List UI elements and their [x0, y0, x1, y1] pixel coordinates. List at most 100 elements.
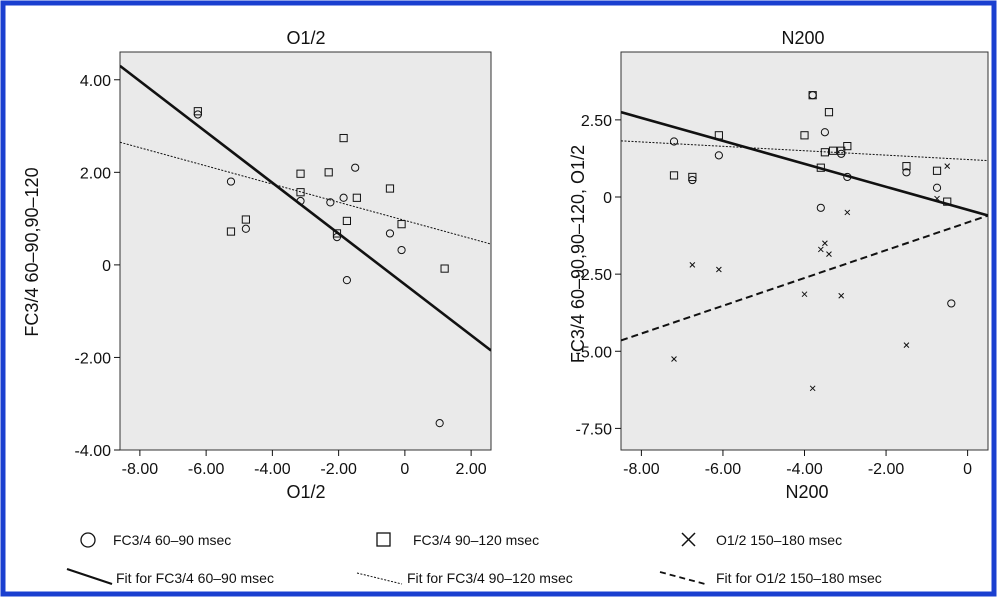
right-point-cross	[934, 195, 940, 202]
right-point-square	[820, 148, 829, 157]
chart-left: O1/2 4.00 2.00 0 -2.00 -4.00 -8.00 -6.00 -4.00…	[22, 28, 492, 502]
right-point-circle	[902, 168, 911, 177]
chart-right-ylabel: FC3/4 60–90,90–120, O1/2	[568, 145, 588, 363]
left-point-circle	[241, 224, 250, 233]
right-y-tick-label: -5.00	[576, 344, 613, 361]
left-y-tick-label: -2.00	[75, 350, 112, 367]
legend-circle-marker	[80, 532, 96, 548]
right-fit-line-dotted	[621, 140, 988, 162]
chart-right-xlabel: N200	[785, 482, 828, 502]
chart-left-xlabel: O1/2	[286, 482, 325, 502]
left-point-square	[385, 184, 395, 193]
left-fit-line-solid	[120, 64, 491, 352]
right-y-tick-label: -7.50	[576, 421, 613, 438]
left-y-tick-label: 4.00	[80, 73, 111, 90]
right-point-cross	[671, 356, 677, 362]
legend-label-square: FC3/4 90–120 msec	[413, 532, 539, 548]
right-point-square	[902, 162, 911, 171]
legend: FC3/4 60–90 msec FC3/4 90–120 msec O1/2 …	[66, 532, 882, 586]
right-point-cross	[826, 251, 832, 257]
right-point-square	[669, 171, 679, 180]
left-point-square	[397, 220, 406, 229]
left-y-tick-label: 0	[102, 258, 111, 275]
left-fit-line-dotted	[120, 141, 491, 245]
right-x-tick-label: 0	[963, 461, 972, 478]
right-point-circle	[947, 299, 956, 308]
chart-left-title: O1/2	[286, 28, 325, 48]
left-point-square	[241, 215, 250, 224]
left-point-square	[440, 264, 449, 273]
right-point-cross-stroke	[716, 266, 722, 273]
right-plot-content	[621, 91, 988, 392]
chart-right: N200 2.50 0 -2.50 -5.00 -7.50 -8.00 -6.00 -4.0…	[568, 28, 989, 502]
right-point-square	[943, 197, 952, 206]
left-x-tick-label: -6.00	[188, 461, 225, 478]
right-point-square	[837, 146, 846, 155]
right-point-circle	[932, 183, 942, 192]
left-x-tick-label: -8.00	[122, 461, 159, 478]
left-point-square	[352, 193, 361, 202]
right-point-cross	[817, 246, 824, 253]
right-point-cross-stroke	[826, 251, 832, 257]
right-point-square	[816, 163, 825, 172]
legend-cross-marker	[681, 532, 696, 547]
right-x-tick-label: -4.00	[786, 461, 823, 478]
chart-left-plot-area	[119, 51, 492, 451]
left-point-circle	[385, 229, 395, 238]
left-point-square	[342, 216, 352, 226]
right-point-cross-stroke	[934, 195, 940, 202]
right-point-cross-stroke	[809, 385, 816, 392]
right-point-cross-stroke	[822, 240, 828, 247]
left-point-circle	[351, 163, 360, 172]
left-x-tick-label: 0	[400, 461, 409, 478]
right-point-cross	[838, 292, 845, 299]
legend-label-circle: FC3/4 60–90 msec	[113, 532, 231, 548]
right-point-cross-stroke	[817, 246, 824, 253]
chart-right-plot-area	[620, 51, 989, 451]
left-x-tick-label: 2.00	[456, 461, 487, 478]
chart-left-y-axis: 4.00 2.00 0 -2.00 -4.00	[75, 73, 120, 460]
right-point-circle	[843, 172, 852, 182]
left-point-circle	[397, 245, 406, 255]
right-point-circle	[816, 203, 825, 212]
chart-right-title: N200	[781, 28, 824, 48]
left-point-circle	[342, 276, 352, 285]
legend-label-cross: O1/2 150–180 msec	[716, 532, 842, 548]
left-point-square	[296, 188, 305, 197]
right-point-cross-stroke	[903, 342, 910, 348]
left-point-square	[226, 227, 236, 236]
left-point-square	[296, 169, 305, 178]
left-point-circle	[339, 193, 348, 202]
left-point-circle	[296, 196, 305, 206]
legend-label-dotted: Fit for FC3/4 90–120 msec	[407, 570, 573, 586]
left-x-tick-label: -2.00	[320, 461, 357, 478]
left-plot-content	[120, 64, 491, 428]
chart-right-y-axis: 2.50 0 -2.50 -5.00 -7.50	[576, 113, 621, 438]
legend-square-marker	[376, 532, 391, 547]
left-x-tick-label: -4.00	[254, 461, 291, 478]
left-y-tick-label: 2.00	[80, 165, 111, 182]
left-point-square	[339, 133, 348, 143]
left-point-circle	[435, 419, 444, 428]
right-point-cross	[944, 163, 951, 170]
right-point-square	[932, 166, 942, 175]
left-point-circle	[326, 198, 335, 207]
legend-label-dashed: Fit for O1/2 150–180 msec	[716, 570, 882, 586]
right-point-cross	[801, 291, 808, 298]
right-point-cross-stroke	[689, 262, 696, 268]
right-y-tick-label: -2.50	[576, 267, 613, 284]
right-x-tick-label: -8.00	[623, 461, 660, 478]
right-point-cross	[903, 342, 910, 348]
right-point-cross-stroke	[844, 209, 851, 216]
right-point-cross	[822, 240, 828, 247]
chart-left-x-axis: -8.00 -6.00 -4.00 -2.00 0 2.00	[122, 450, 487, 478]
left-point-circle	[226, 177, 236, 186]
legend-solid-line	[66, 567, 113, 586]
right-point-cross	[844, 209, 851, 216]
left-y-tick-label: -4.00	[75, 443, 112, 460]
right-point-square	[808, 91, 817, 100]
right-x-tick-label: -6.00	[705, 461, 742, 478]
right-point-square	[800, 131, 809, 140]
right-point-cross-stroke	[838, 292, 845, 299]
